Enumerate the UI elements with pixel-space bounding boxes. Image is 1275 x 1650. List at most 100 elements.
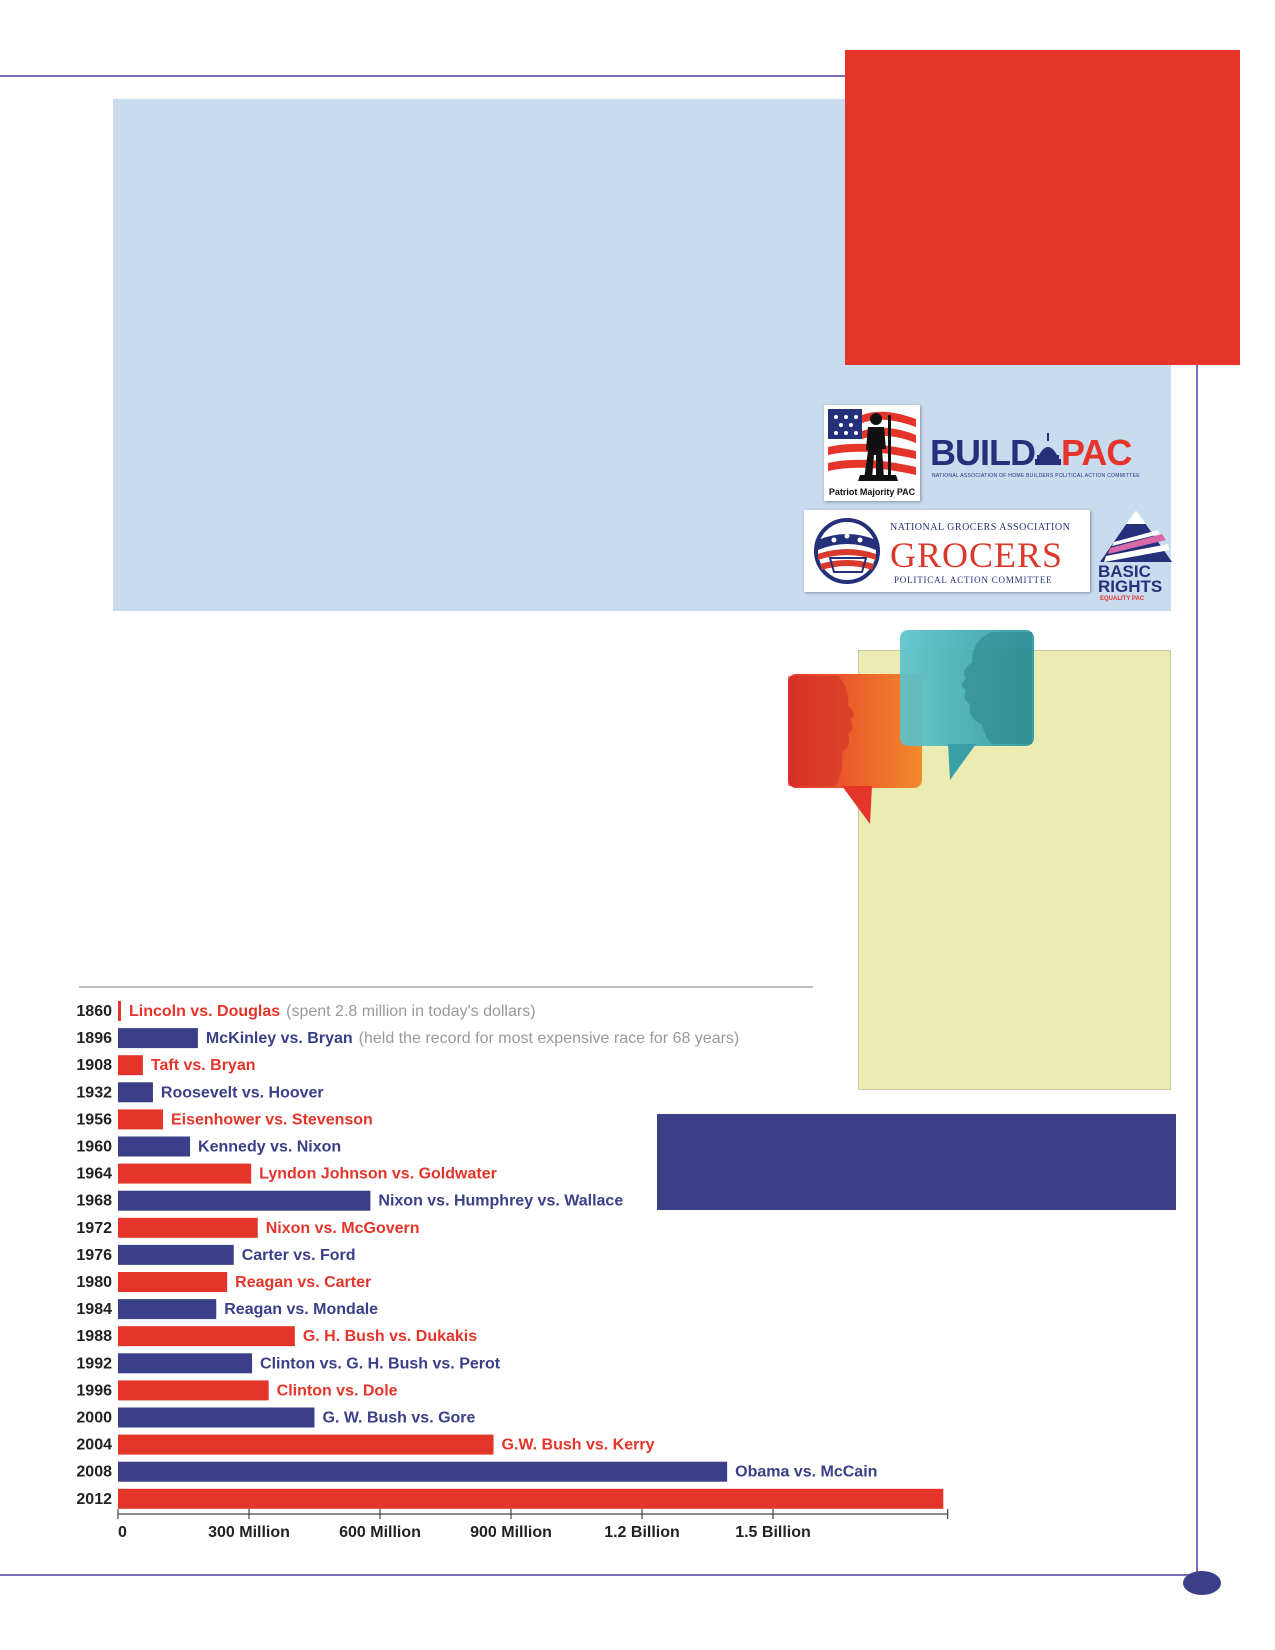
race-label: Carter vs. Ford (242, 1247, 356, 1264)
spending-bar (118, 1163, 252, 1184)
spending-bar (118, 1407, 315, 1428)
race-name: Taft vs. Bryan (151, 1057, 256, 1074)
top-rule (0, 75, 845, 77)
race-name: Reagan vs. Carter (235, 1274, 371, 1291)
race-label: Kennedy vs. Nixon (198, 1139, 341, 1156)
x-tick-label: 0 (118, 1524, 127, 1541)
grocers-word: GROCERS (890, 535, 1064, 575)
x-tick-label: 600 Million (339, 1524, 421, 1541)
year-label: 1932 (76, 1084, 112, 1101)
year-label: 2012 (76, 1491, 112, 1508)
x-tick-label: 900 Million (470, 1524, 552, 1541)
grocers-pac-text: POLITICAL ACTION COMMITTEE (894, 575, 1053, 585)
race-label: McKinley vs. Bryan (held the record for m… (206, 1030, 739, 1047)
build-word: BUILD (930, 432, 1036, 473)
race-name: Reagan vs. Mondale (224, 1301, 378, 1318)
year-label: 2000 (76, 1410, 112, 1427)
race-label: Roosevelt vs. Hoover (161, 1084, 324, 1101)
spending-bar (118, 1217, 258, 1238)
race-label: Lincoln vs. Douglas (spent 2.8 million in… (129, 1003, 536, 1020)
race-name: Clinton vs. G. H. Bush vs. Perot (260, 1355, 501, 1372)
year-label: 1908 (76, 1057, 112, 1074)
race-label: Clinton vs. G. H. Bush vs. Perot (260, 1355, 501, 1372)
equality-pac-text: EQUALITY PAC (1100, 596, 1145, 602)
speech-bubbles-illustration (788, 630, 1034, 824)
basic-word: BASIC (1098, 562, 1151, 581)
spending-bar (118, 1190, 371, 1211)
race-label: G. H. Bush vs. Dukakis (303, 1328, 477, 1345)
race-label: Reagan vs. Carter (235, 1274, 371, 1291)
year-label: 1984 (76, 1301, 112, 1318)
build-pac-logo: BUILD PAC NATIONAL ASSOCIATION OF HOME BU… (930, 432, 1170, 482)
spending-bar (118, 1272, 228, 1292)
race-name: Nixon vs. McGovern (266, 1220, 420, 1237)
race-name: McKinley vs. Bryan (206, 1030, 353, 1047)
race-name: Eisenhower vs. Stevenson (171, 1111, 373, 1128)
spending-bar (118, 1488, 944, 1509)
year-label: 1996 (76, 1382, 112, 1399)
year-label: 1860 (76, 1003, 112, 1020)
capitol-dome-icon (1035, 433, 1061, 465)
spending-bar (118, 1380, 269, 1401)
rights-word: RIGHTS (1098, 577, 1163, 596)
race-name: Clinton vs. Dole (277, 1382, 398, 1399)
x-tick-label: 300 Million (208, 1524, 290, 1541)
year-label: 1988 (76, 1328, 112, 1345)
race-label: G.W. Bush vs. Kerry (502, 1437, 655, 1454)
red-callout-box (845, 50, 1240, 365)
spending-bar (118, 1082, 153, 1103)
spending-bar (118, 1461, 728, 1482)
year-label: 1960 (76, 1139, 112, 1156)
patriot-majority-label: Patriot Majority PAC (828, 487, 916, 497)
race-label: Eisenhower vs. Stevenson (171, 1111, 373, 1128)
year-label: 2004 (76, 1437, 112, 1454)
race-name: G.W. Bush vs. Kerry (502, 1437, 655, 1454)
year-label: 1964 (76, 1166, 112, 1183)
pac-word: PAC (1061, 432, 1132, 473)
x-tick-label: 1.2 Billion (604, 1524, 680, 1541)
race-note: (spent 2.8 million in today's dollars) (286, 1003, 535, 1020)
race-name: Carter vs. Ford (242, 1247, 356, 1264)
build-pac-subtitle: NATIONAL ASSOCIATION OF HOME BUILDERS PO… (932, 473, 1140, 479)
grocers-cart-icon (814, 518, 880, 584)
teal-speech-bubble-icon (900, 630, 1034, 780)
race-label: Nixon vs. Humphrey vs. Wallace (378, 1193, 623, 1210)
race-name: G. W. Bush vs. Gore (323, 1410, 476, 1427)
spending-bar (118, 1299, 217, 1320)
year-label: 1980 (76, 1274, 112, 1291)
race-label: Reagan vs. Mondale (224, 1301, 378, 1318)
race-label: Nixon vs. McGovern (266, 1220, 420, 1237)
basic-rights-mountain-icon (1100, 510, 1172, 562)
year-label: 1956 (76, 1111, 112, 1128)
race-label: Lyndon Johnson vs. Goldwater (259, 1166, 497, 1183)
race-note: (held the record for most expensive race… (359, 1030, 740, 1047)
race-name: Lyndon Johnson vs. Goldwater (259, 1166, 497, 1183)
spending-bar (118, 1353, 253, 1374)
right-rule (1196, 75, 1198, 1575)
spending-bar (118, 1434, 494, 1455)
basic-rights-logo: BASIC RIGHTS EQUALITY PAC (1096, 508, 1176, 608)
race-name: Kennedy vs. Nixon (198, 1139, 341, 1156)
race-name: Lincoln vs. Douglas (129, 1003, 280, 1020)
patriot-flag-icon (828, 409, 916, 481)
spending-bar (118, 1244, 234, 1265)
grocers-association-text: NATIONAL GROCERS ASSOCIATION (890, 522, 1071, 533)
race-name: Roosevelt vs. Hoover (161, 1084, 324, 1101)
race-label: Obama vs. McCain (735, 1464, 877, 1481)
navy-callout-box (657, 1114, 1176, 1210)
orange-speech-bubble-icon (788, 674, 922, 824)
bottom-rule (0, 1574, 1198, 1576)
year-label: 1992 (76, 1355, 112, 1372)
spending-bar (118, 1136, 191, 1157)
spending-bar (118, 1109, 163, 1130)
year-label: 2008 (76, 1464, 112, 1481)
race-label: Clinton vs. Dole (277, 1382, 398, 1399)
race-name: Nixon vs. Humphrey vs. Wallace (378, 1193, 623, 1210)
spending-bar (118, 1326, 295, 1347)
spending-bar (118, 1055, 143, 1076)
x-tick-label: 1.5 Billion (735, 1524, 811, 1541)
patriot-majority-logo: Patriot Majority PAC (824, 405, 920, 501)
race-name: Obama vs. McCain (735, 1464, 877, 1481)
year-label: 1976 (76, 1247, 112, 1264)
